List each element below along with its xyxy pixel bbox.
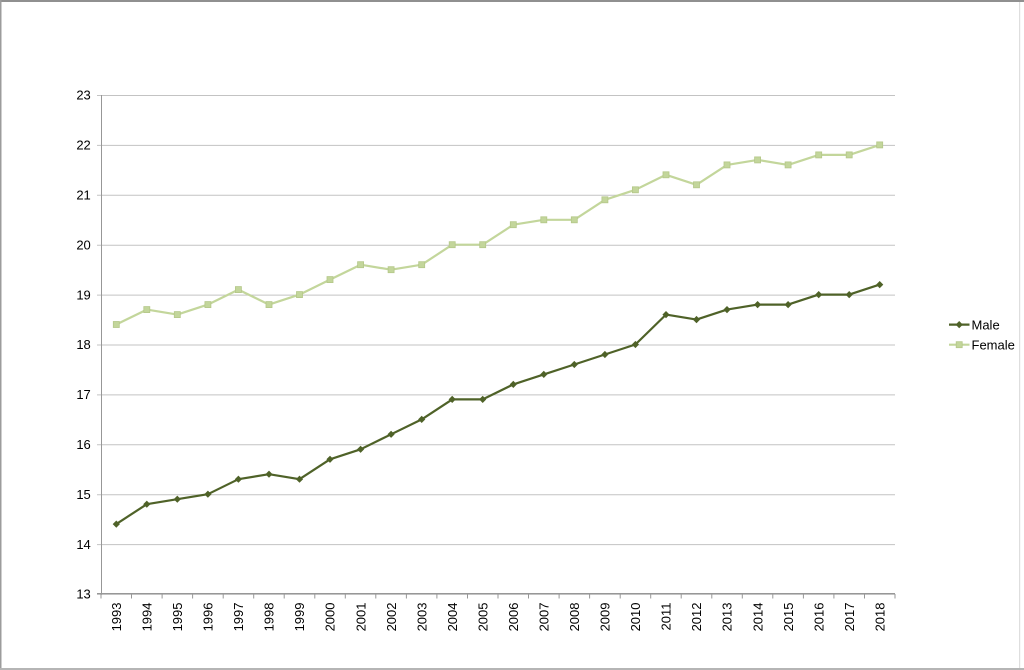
svg-text:2004: 2004: [445, 603, 460, 632]
svg-text:2005: 2005: [475, 603, 490, 632]
svg-text:2014: 2014: [750, 603, 765, 632]
svg-text:1999: 1999: [292, 603, 307, 632]
svg-text:2009: 2009: [598, 603, 613, 632]
svg-text:2013: 2013: [720, 603, 735, 632]
svg-text:1996: 1996: [201, 603, 216, 632]
svg-text:2010: 2010: [628, 603, 643, 632]
svg-text:2008: 2008: [567, 603, 582, 632]
svg-text:Male: Male: [972, 317, 1000, 332]
svg-text:Female: Female: [972, 337, 1015, 352]
svg-text:1994: 1994: [140, 603, 155, 632]
svg-text:23: 23: [76, 88, 90, 103]
svg-text:17: 17: [76, 387, 90, 402]
svg-text:18: 18: [76, 337, 90, 352]
svg-text:2002: 2002: [384, 603, 399, 632]
svg-text:19: 19: [76, 287, 90, 302]
svg-text:1995: 1995: [170, 603, 185, 632]
svg-text:2001: 2001: [353, 603, 368, 632]
svg-text:1998: 1998: [262, 603, 277, 632]
svg-text:2007: 2007: [537, 603, 552, 632]
svg-text:2015: 2015: [781, 603, 796, 632]
svg-text:22: 22: [76, 138, 90, 153]
svg-text:1997: 1997: [231, 603, 246, 632]
svg-text:2012: 2012: [689, 603, 704, 632]
svg-text:21: 21: [76, 188, 90, 203]
svg-text:2016: 2016: [811, 603, 826, 632]
svg-text:2006: 2006: [506, 603, 521, 632]
svg-text:14: 14: [76, 537, 90, 552]
svg-text:2011: 2011: [659, 603, 674, 631]
svg-text:2017: 2017: [842, 603, 857, 632]
svg-text:2000: 2000: [323, 603, 338, 632]
svg-text:15: 15: [76, 487, 90, 502]
svg-text:20: 20: [76, 237, 90, 252]
svg-text:16: 16: [76, 437, 90, 452]
svg-text:13: 13: [76, 587, 90, 602]
svg-text:1993: 1993: [109, 603, 124, 632]
svg-text:2003: 2003: [414, 603, 429, 632]
svg-text:2018: 2018: [872, 603, 887, 632]
